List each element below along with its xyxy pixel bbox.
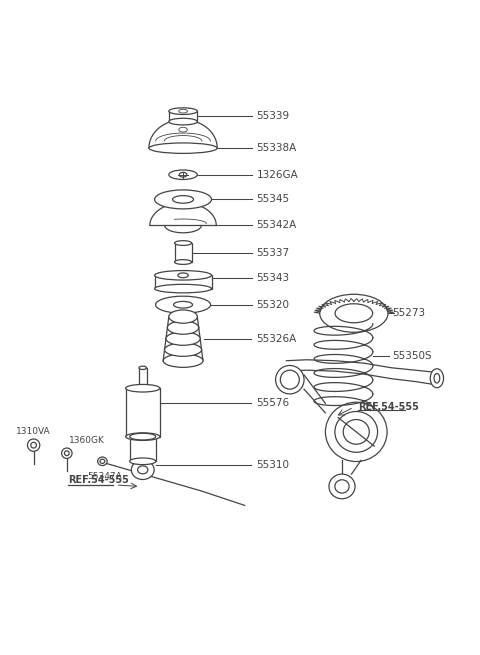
Ellipse shape	[130, 458, 156, 464]
Ellipse shape	[173, 196, 193, 203]
Text: 55343: 55343	[257, 272, 290, 283]
Ellipse shape	[155, 190, 212, 209]
Text: 55320: 55320	[257, 300, 289, 310]
Ellipse shape	[276, 365, 304, 394]
Ellipse shape	[325, 402, 387, 462]
Text: 55273: 55273	[392, 309, 425, 318]
Ellipse shape	[126, 384, 160, 392]
Ellipse shape	[130, 434, 156, 440]
Ellipse shape	[155, 284, 212, 293]
Text: 55337: 55337	[257, 248, 290, 257]
Ellipse shape	[169, 170, 197, 179]
Ellipse shape	[179, 127, 187, 132]
Bar	[134, 460, 151, 467]
Ellipse shape	[138, 466, 148, 474]
Ellipse shape	[430, 369, 444, 388]
Ellipse shape	[132, 460, 154, 479]
Text: 55338A: 55338A	[257, 143, 297, 153]
Ellipse shape	[179, 172, 187, 177]
Ellipse shape	[149, 143, 217, 153]
Bar	[169, 111, 197, 122]
Ellipse shape	[139, 366, 146, 369]
Text: REF.54-555: REF.54-555	[68, 475, 129, 485]
Ellipse shape	[178, 273, 188, 278]
Ellipse shape	[169, 108, 197, 115]
Ellipse shape	[329, 474, 355, 498]
Ellipse shape	[280, 370, 300, 389]
Text: 1360GK: 1360GK	[69, 436, 105, 445]
Ellipse shape	[169, 119, 197, 125]
Ellipse shape	[175, 259, 192, 265]
Ellipse shape	[174, 301, 192, 308]
Text: 55350S: 55350S	[392, 351, 432, 361]
Ellipse shape	[27, 439, 40, 451]
Ellipse shape	[64, 451, 69, 456]
Ellipse shape	[97, 457, 107, 466]
Text: 55339: 55339	[257, 111, 290, 121]
Ellipse shape	[434, 373, 440, 383]
Ellipse shape	[155, 271, 212, 280]
Text: 55342A: 55342A	[257, 221, 297, 231]
Ellipse shape	[169, 310, 197, 323]
Ellipse shape	[61, 448, 72, 458]
Ellipse shape	[343, 420, 369, 444]
Text: 55326A: 55326A	[257, 333, 297, 344]
Text: REF.54-555: REF.54-555	[358, 402, 419, 412]
Ellipse shape	[156, 296, 211, 313]
Ellipse shape	[165, 343, 202, 356]
Bar	[139, 368, 146, 388]
Ellipse shape	[163, 354, 203, 367]
Ellipse shape	[335, 480, 349, 493]
Bar	[155, 275, 212, 289]
Text: 1310VA: 1310VA	[16, 426, 51, 436]
Ellipse shape	[335, 304, 372, 323]
Bar	[126, 388, 160, 437]
Text: 55347A: 55347A	[87, 472, 122, 481]
Text: 1326GA: 1326GA	[257, 170, 299, 179]
Text: 55576: 55576	[257, 398, 290, 409]
Text: 55345: 55345	[257, 195, 290, 204]
Ellipse shape	[166, 332, 200, 345]
Ellipse shape	[175, 240, 192, 246]
Ellipse shape	[179, 109, 187, 113]
Text: 55310: 55310	[257, 460, 289, 470]
Ellipse shape	[335, 411, 378, 453]
Ellipse shape	[100, 459, 105, 464]
Ellipse shape	[168, 321, 199, 334]
Ellipse shape	[320, 294, 388, 332]
Bar	[130, 437, 156, 461]
Bar	[175, 243, 192, 262]
Ellipse shape	[31, 442, 36, 448]
Ellipse shape	[126, 433, 160, 440]
Polygon shape	[150, 203, 216, 225]
